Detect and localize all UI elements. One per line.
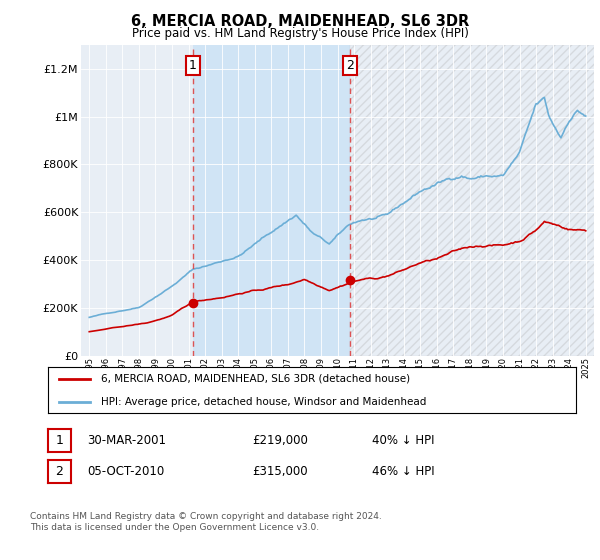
Bar xyxy=(350,45,594,356)
Text: 30-MAR-2001: 30-MAR-2001 xyxy=(87,434,166,447)
Text: Contains HM Land Registry data © Crown copyright and database right 2024.
This d: Contains HM Land Registry data © Crown c… xyxy=(30,512,382,532)
Text: 46% ↓ HPI: 46% ↓ HPI xyxy=(372,465,434,478)
Text: £219,000: £219,000 xyxy=(252,434,308,447)
Text: £315,000: £315,000 xyxy=(252,465,308,478)
Text: 05-OCT-2010: 05-OCT-2010 xyxy=(87,465,164,478)
Text: 1: 1 xyxy=(189,59,197,72)
Text: 2: 2 xyxy=(55,465,64,478)
Text: 2: 2 xyxy=(346,59,354,72)
Bar xyxy=(193,45,350,356)
Text: HPI: Average price, detached house, Windsor and Maidenhead: HPI: Average price, detached house, Wind… xyxy=(101,397,426,407)
Text: 6, MERCIA ROAD, MAIDENHEAD, SL6 3DR (detached house): 6, MERCIA ROAD, MAIDENHEAD, SL6 3DR (det… xyxy=(101,374,410,384)
Text: Price paid vs. HM Land Registry's House Price Index (HPI): Price paid vs. HM Land Registry's House … xyxy=(131,27,469,40)
Bar xyxy=(350,45,600,356)
Text: 6, MERCIA ROAD, MAIDENHEAD, SL6 3DR: 6, MERCIA ROAD, MAIDENHEAD, SL6 3DR xyxy=(131,14,469,29)
Text: 1: 1 xyxy=(55,434,64,447)
Text: 40% ↓ HPI: 40% ↓ HPI xyxy=(372,434,434,447)
